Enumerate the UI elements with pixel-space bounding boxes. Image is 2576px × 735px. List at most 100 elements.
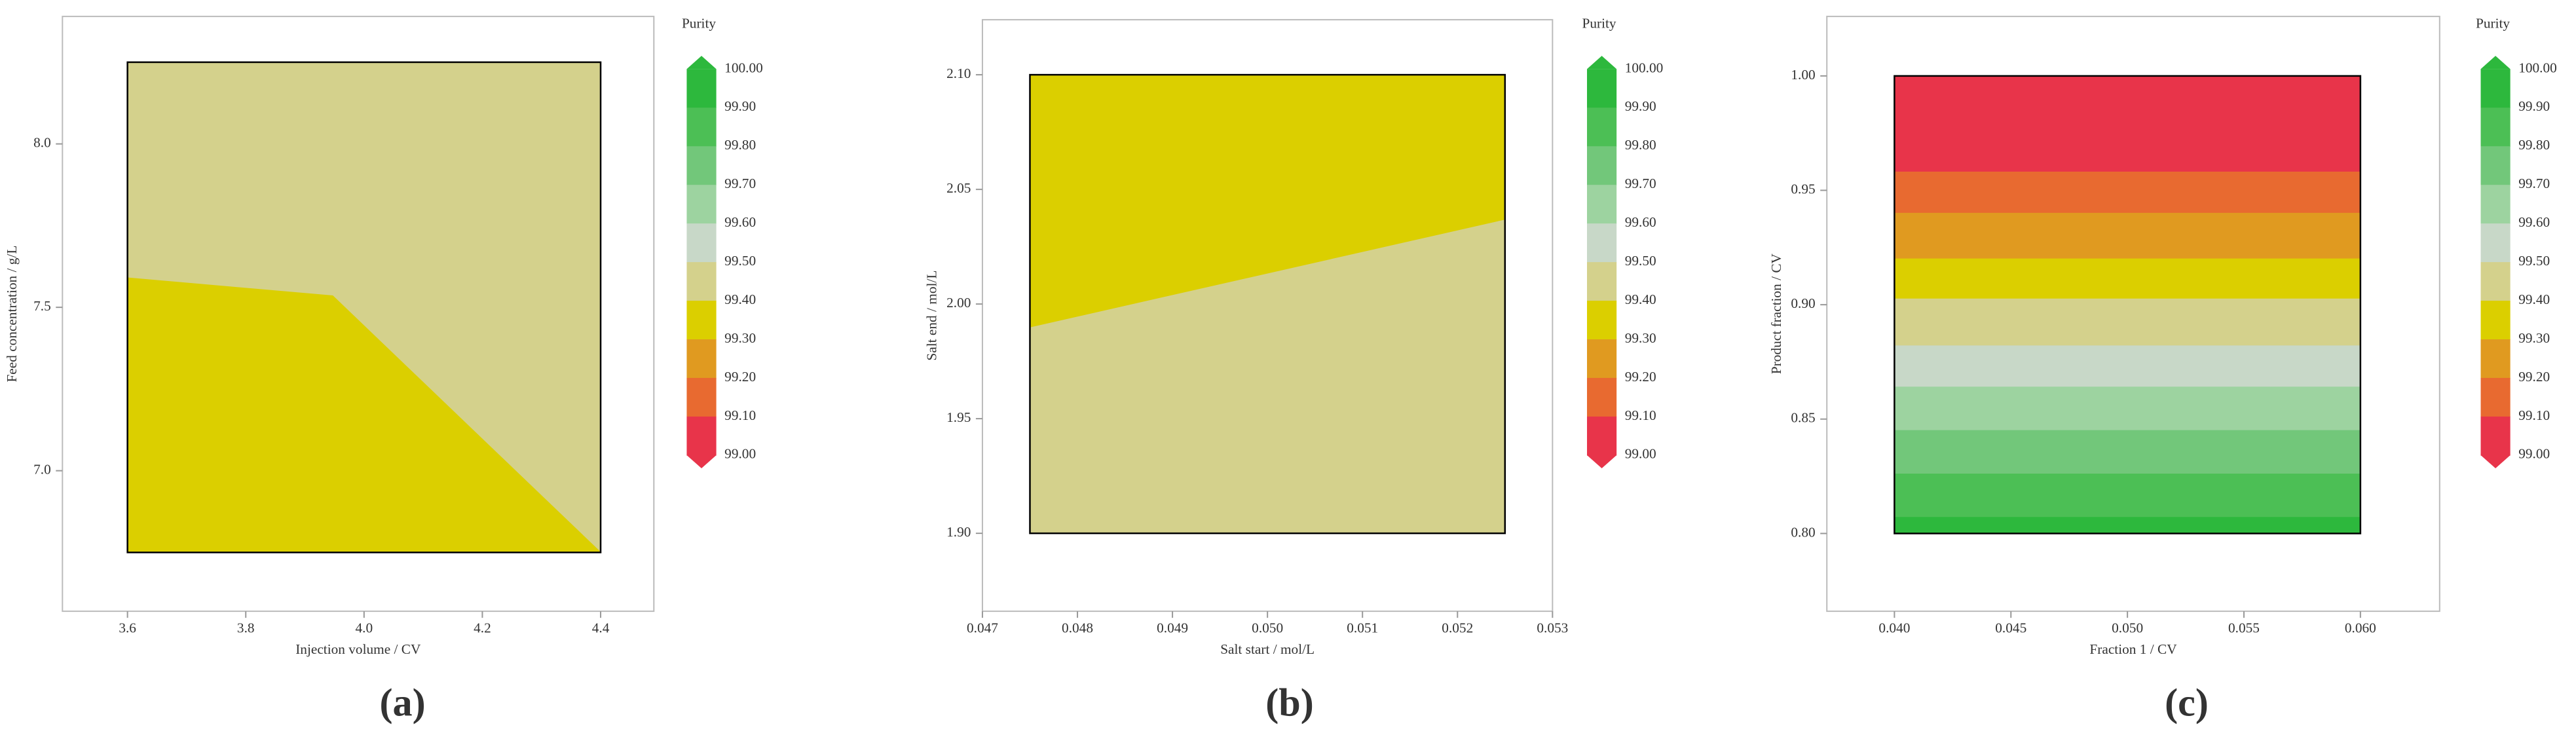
y-tick-label: 1.00 bbox=[1791, 67, 1815, 83]
legend-swatch bbox=[1587, 223, 1617, 263]
legend-arrow-top bbox=[1587, 56, 1617, 69]
legend-level-label: 99.40 bbox=[1625, 292, 1656, 307]
legend-swatch bbox=[1587, 416, 1617, 456]
legend-level-label: 99.60 bbox=[724, 214, 756, 230]
legend-swatch bbox=[1587, 69, 1617, 109]
y-axis-label: Product fraction / CV bbox=[1768, 253, 1784, 374]
x-tick-label: 0.045 bbox=[1995, 620, 2026, 636]
legend-level-label: 99.10 bbox=[1625, 407, 1656, 423]
x-tick-label: 0.060 bbox=[2345, 620, 2376, 636]
legend-swatch bbox=[686, 69, 717, 109]
panel-label: (b) bbox=[1265, 681, 1314, 725]
legend-swatch bbox=[1587, 146, 1617, 185]
legend-level-label: 100.00 bbox=[2518, 60, 2557, 75]
x-tick-label: 0.051 bbox=[1347, 620, 1378, 636]
panel-label: (a) bbox=[379, 681, 425, 725]
legend-level-label: 99.00 bbox=[2518, 446, 2550, 462]
legend-level-label: 99.70 bbox=[2518, 176, 2550, 191]
legend-swatch bbox=[686, 185, 717, 224]
legend-level-label: 99.10 bbox=[2518, 407, 2550, 423]
legend-level-label: 99.90 bbox=[2518, 98, 2550, 114]
legend-swatch bbox=[2480, 339, 2511, 379]
x-tick-label: 3.6 bbox=[119, 620, 136, 636]
x-tick-label: 0.052 bbox=[1442, 620, 1473, 636]
x-axis-label: Injection volume / CV bbox=[295, 641, 421, 657]
y-tick-label: 8.0 bbox=[33, 135, 51, 151]
legend-level-label: 99.00 bbox=[1625, 446, 1656, 462]
legend-level-label: 99.50 bbox=[724, 253, 756, 269]
contour-region bbox=[1894, 430, 2361, 475]
y-tick-label: 2.00 bbox=[946, 295, 971, 311]
legend-swatch bbox=[2480, 223, 2511, 263]
contour-region bbox=[1894, 212, 2361, 259]
legend-swatch bbox=[2480, 262, 2511, 301]
legend-level-label: 99.90 bbox=[1625, 98, 1656, 114]
panel: 0.040 0.045 0.050 0.055 0.060 0.80 0.85 0.90 0.9… bbox=[1768, 16, 2557, 725]
legend-swatch bbox=[1587, 377, 1617, 417]
contour-region bbox=[1894, 473, 2361, 518]
legend-arrow-bottom bbox=[686, 455, 717, 468]
legend-swatch bbox=[686, 377, 717, 417]
legend-level-label: 99.80 bbox=[1625, 137, 1656, 153]
y-tick-label: 0.90 bbox=[1791, 295, 1815, 311]
legend-level-label: 99.00 bbox=[724, 446, 756, 462]
legend-level-label: 99.30 bbox=[1625, 330, 1656, 346]
legend-swatch bbox=[1587, 185, 1617, 224]
legend-level-label: 99.50 bbox=[1625, 253, 1656, 269]
x-tick-label: 4.4 bbox=[592, 620, 610, 636]
data-frame bbox=[1029, 73, 1506, 535]
legend-level-label: 99.20 bbox=[1625, 369, 1656, 385]
legend-swatch bbox=[2480, 107, 2511, 147]
contour-region bbox=[1894, 298, 2361, 347]
legend-swatch bbox=[1587, 301, 1617, 340]
legend-swatch bbox=[1587, 107, 1617, 147]
y-tick-label: 7.5 bbox=[33, 298, 51, 314]
legend-swatch bbox=[686, 262, 717, 301]
legend-swatch bbox=[2480, 185, 2511, 224]
legend-level-label: 99.60 bbox=[2518, 214, 2550, 230]
y-axis-label: Salt end / mol/L bbox=[924, 271, 940, 361]
contour-region bbox=[1894, 171, 2361, 214]
contour-region bbox=[1894, 517, 2361, 534]
legend-swatch bbox=[1587, 339, 1617, 379]
x-tick-label: 3.8 bbox=[237, 620, 255, 636]
x-tick-label: 0.048 bbox=[1062, 620, 1093, 636]
panel-label: (c) bbox=[2165, 681, 2209, 725]
legend-arrow-bottom bbox=[2480, 455, 2511, 468]
y-tick-label: 2.10 bbox=[946, 66, 971, 81]
legend-level-label: 99.40 bbox=[724, 292, 756, 307]
y-tick-label: 0.85 bbox=[1791, 410, 1815, 426]
y-tick-label: 2.05 bbox=[946, 180, 971, 196]
panel: 3.6 3.8 4.0 4.2 4.4 7.0 7.5 8.0 Injection volume… bbox=[4, 16, 763, 725]
y-tick-label: 1.95 bbox=[946, 409, 971, 425]
x-tick-label: 0.050 bbox=[1252, 620, 1283, 636]
legend-level-label: 99.20 bbox=[2518, 369, 2550, 385]
legend-swatch bbox=[686, 107, 717, 147]
legend-level-label: 99.80 bbox=[724, 137, 756, 153]
legend-swatch bbox=[686, 416, 717, 456]
panel: 0.047 0.048 0.049 0.050 0.051 0.052 0.053 1.90 1… bbox=[924, 16, 1664, 725]
legend-level-label: 100.00 bbox=[724, 60, 763, 75]
x-tick-label: 0.047 bbox=[967, 620, 998, 636]
legend-level-label: 99.20 bbox=[724, 369, 756, 385]
x-axis-label: Salt start / mol/L bbox=[1220, 641, 1315, 657]
legend-level-label: 99.90 bbox=[724, 98, 756, 114]
legend-arrow-bottom bbox=[1587, 455, 1617, 468]
legend-level-label: 99.70 bbox=[1625, 176, 1656, 191]
legend-swatch bbox=[2480, 69, 2511, 109]
legend-arrow-top bbox=[2480, 56, 2511, 69]
y-axis-label: Feed concentration / g/L bbox=[4, 246, 20, 383]
legend-level-label: 99.30 bbox=[2518, 330, 2550, 346]
legend-level-label: 99.50 bbox=[2518, 253, 2550, 269]
x-tick-label: 0.049 bbox=[1157, 620, 1188, 636]
y-tick-label: 0.80 bbox=[1791, 524, 1815, 540]
legend-level-label: 99.30 bbox=[724, 330, 756, 346]
legend-title: Purity bbox=[1582, 16, 1616, 31]
legend-swatch bbox=[686, 223, 717, 263]
x-tick-label: 0.055 bbox=[2228, 620, 2260, 636]
legend-swatch bbox=[2480, 377, 2511, 417]
legend-level-label: 99.60 bbox=[1625, 214, 1656, 230]
x-tick-label: 0.040 bbox=[1878, 620, 1910, 636]
